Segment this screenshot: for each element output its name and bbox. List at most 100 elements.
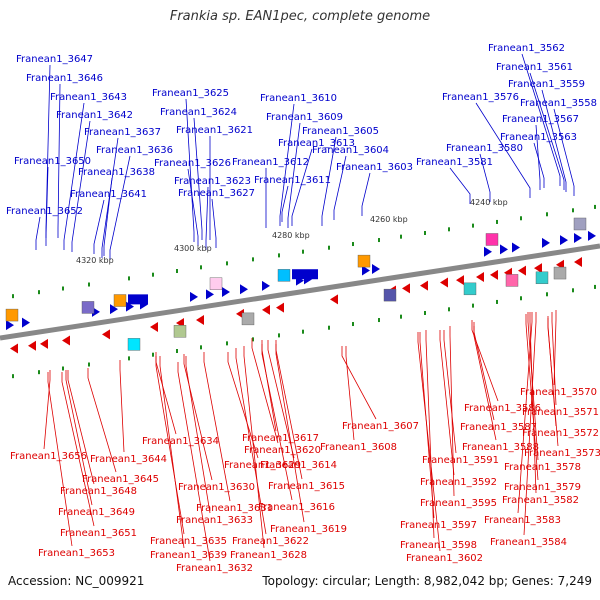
grid-tick [38,290,40,295]
forward-leader [193,117,203,240]
forward-leader [101,137,119,258]
forward-gene [128,294,148,305]
reverse-gene [574,256,582,267]
forward-leader [109,155,131,260]
reverse-gene-label: Franean1_3572 [522,428,599,439]
forward-leader [361,172,371,216]
forward-gene-label: Franean1_3623 [174,176,251,187]
grid-tick [128,276,130,281]
feature-box [553,266,567,280]
forward-leader [291,148,313,226]
grid-tick [496,299,498,304]
forward-gene-label: Franean1_3637 [84,127,161,138]
reverse-leader [449,326,455,497]
forward-gene-label: Franean1_3612 [232,157,309,168]
reverse-leader [419,332,435,519]
forward-leader [281,185,289,222]
reverse-leader [235,348,267,535]
reverse-gene-label: Franean1_3583 [484,515,561,526]
feature-box [5,308,19,322]
genome-axis [0,243,600,341]
grid-tick [352,322,354,327]
grid-tick [62,286,64,291]
grid-tick [88,362,90,367]
grid-tick [594,284,596,289]
reverse-gene-label: Franean1_3592 [420,477,497,488]
feature-box [113,294,127,307]
reverse-gene-label: Franean1_3578 [504,462,581,473]
forward-gene-label: Franean1_3646 [26,73,103,84]
forward-gene [560,235,568,246]
forward-gene [500,244,508,255]
reverse-leader [471,320,499,402]
forward-leader [103,177,113,256]
forward-gene-label: Franean1_3576 [442,92,519,103]
grid-tick [520,216,522,221]
feature-box [209,277,223,290]
forward-gene-label: Franean1_3627 [178,188,255,199]
kbp-label: 4300 kbp [174,244,212,253]
reverse-gene [490,269,498,280]
forward-gene-label: Franean1_3559 [508,79,585,90]
feature-box [277,269,291,282]
forward-gene-label: Franean1_3605 [302,126,379,137]
grid-tick [400,234,402,239]
reverse-gene [196,314,204,325]
reverse-gene-label: Franean1_3584 [490,537,567,548]
grid-tick [448,307,450,312]
reverse-gene [276,302,284,313]
reverse-gene [456,275,464,286]
grid-tick [128,356,130,361]
forward-leader [533,142,545,188]
forward-gene [6,320,14,331]
forward-leader [449,167,471,204]
reverse-leader [267,340,295,459]
forward-gene [292,269,318,280]
grid-tick [152,272,154,277]
reverse-leader [67,370,95,485]
reverse-gene-label: Franean1_3608 [320,442,397,453]
grid-tick [252,257,254,262]
feature-box [463,282,477,296]
reverse-leader [61,372,95,527]
reverse-gene-label: Franean1_3619 [270,524,347,535]
grid-tick [472,303,474,308]
forward-gene-label: Franean1_3626 [154,158,231,169]
forward-gene-label: Franean1_3603 [336,162,413,173]
forward-gene-label: Franean1_3611 [254,175,331,186]
reverse-gene [420,280,428,291]
reverse-leader [65,370,93,506]
reverse-leader [527,312,539,461]
reverse-leader [547,318,559,447]
grid-tick [424,310,426,315]
reverse-leader [341,346,377,420]
reverse-gene [402,283,410,294]
reverse-gene-label: Franean1_3570 [520,387,597,398]
forward-leader [541,89,567,192]
forward-gene [372,263,380,274]
grid-tick [176,269,178,274]
forward-gene-label: Franean1_3581 [416,157,493,168]
forward-leader [205,186,209,250]
reverse-leader [345,346,355,441]
genome-summary: Topology: circular; Length: 8,982,042 bp… [262,574,592,588]
forward-leader [57,83,61,238]
reverse-gene-label: Franean1_3602 [406,553,483,564]
reverse-leader [553,310,557,386]
label-leaders [35,53,575,562]
reverse-leader [473,326,497,441]
reverse-gene-label: Franean1_3586 [464,403,541,414]
reverse-gene-label: Franean1_3649 [58,507,135,518]
forward-leader [185,98,195,242]
forward-gene [484,246,492,257]
reverse-gene-label: Franean1_3598 [400,540,477,551]
forward-gene-label: Franean1_3641 [70,189,147,200]
reverse-gene [150,322,158,332]
reverse-leader [261,344,293,501]
reverse-gene [440,277,448,288]
reverse-gene-label: Franean1_3616 [258,502,335,513]
reverse-gene-label: Franean1_3656 [10,451,87,462]
forward-gene-label: Franean1_3642 [56,110,133,121]
forward-gene [362,265,370,276]
reverse-gene [262,304,270,315]
